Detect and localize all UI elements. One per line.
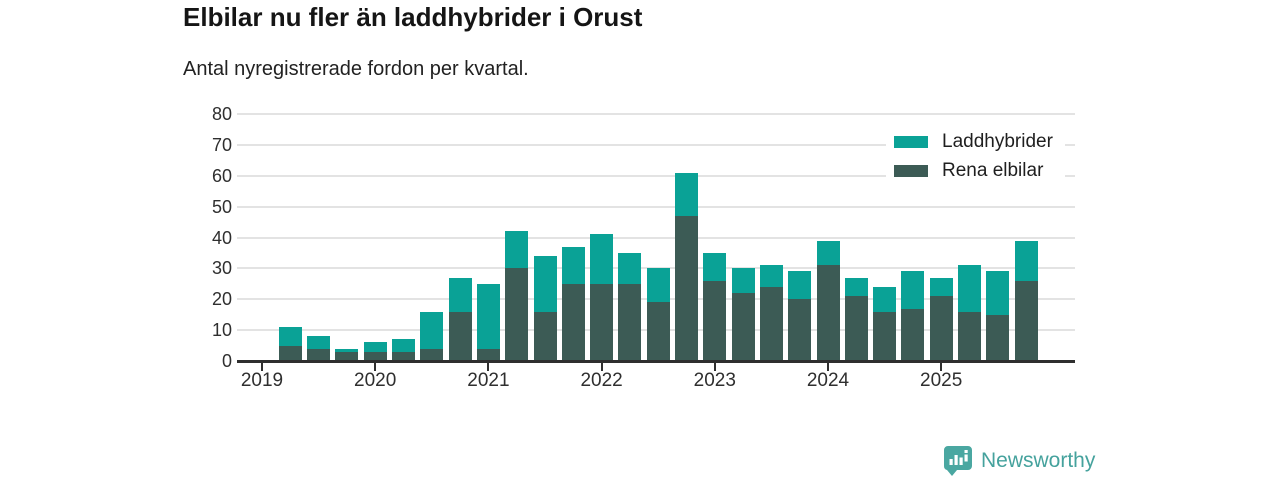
bar-segment-laddhybrider <box>844 277 868 297</box>
bar-segment-rena-elbilar <box>929 296 953 361</box>
bar-segment-laddhybrider <box>788 271 812 300</box>
bar-segment-rena-elbilar <box>420 348 444 361</box>
bar-segment-rena-elbilar <box>873 311 897 361</box>
bar-segment-laddhybrider <box>561 246 585 284</box>
bar-segment-rena-elbilar <box>448 311 472 361</box>
bar-segment-laddhybrider <box>618 252 642 284</box>
gridline <box>237 205 1075 208</box>
x-axis-tick-label: 2024 <box>806 370 850 391</box>
y-axis-tick-label: 80 <box>211 104 232 124</box>
bar-segment-laddhybrider <box>335 348 359 352</box>
bar-segment-laddhybrider <box>448 277 472 312</box>
bar-segment-rena-elbilar <box>646 302 670 361</box>
bar-segment-rena-elbilar <box>816 265 840 361</box>
y-axis-tick-label: 30 <box>211 258 232 279</box>
gridline <box>237 236 1075 239</box>
newsworthy-branding: Newsworthy <box>943 445 1095 477</box>
legend: Laddhybrider Rena elbilar <box>886 124 1065 189</box>
y-axis-tick-label: 60 <box>211 165 232 186</box>
bar-segment-laddhybrider <box>816 240 840 266</box>
gridline <box>237 174 1075 177</box>
x-axis-tick-label: 2025 <box>920 370 963 391</box>
chart-subtitle: Antal nyregistrerade fordon per kvartal. <box>183 58 529 80</box>
bar-segment-laddhybrider <box>363 342 387 352</box>
bar-segment-rena-elbilar <box>731 293 755 361</box>
x-axis-tick-label: 2020 <box>354 370 397 391</box>
bar-segment-laddhybrider <box>675 172 698 216</box>
gridline <box>237 143 1075 146</box>
bar-segment-laddhybrider <box>759 265 783 287</box>
bar-segment-laddhybrider <box>278 327 302 346</box>
bar-segment-laddhybrider <box>307 336 331 349</box>
legend-swatch-rena-elbilar <box>894 165 928 177</box>
bar-segment-rena-elbilar <box>844 296 868 361</box>
gridline <box>237 113 1075 115</box>
bar-segment-laddhybrider <box>731 268 755 294</box>
bar-segment-laddhybrider <box>873 286 897 312</box>
x-axis-tick <box>261 363 263 371</box>
newsworthy-logo-icon <box>943 445 973 477</box>
bar-segment-laddhybrider <box>929 277 953 297</box>
bar-segment-rena-elbilar <box>307 348 331 361</box>
bar-segment-rena-elbilar <box>618 283 642 361</box>
x-axis-tick-label: 2021 <box>467 370 510 391</box>
bar-segment-laddhybrider <box>476 283 500 349</box>
bar-segment-rena-elbilar <box>986 314 1010 361</box>
bar-segment-rena-elbilar <box>759 286 783 361</box>
bar-segment-laddhybrider <box>901 271 925 309</box>
bar-segment-laddhybrider <box>505 231 529 269</box>
x-axis-tick-label: 2019 <box>240 370 284 391</box>
bar-segment-laddhybrider <box>590 234 614 284</box>
y-axis-tick-label: 10 <box>211 320 232 341</box>
bar-segment-laddhybrider <box>533 256 557 312</box>
y-axis-tick-label: 70 <box>211 134 232 155</box>
bar-segment-rena-elbilar <box>278 345 302 361</box>
bar-segment-rena-elbilar <box>675 215 698 361</box>
x-axis-tick <box>600 363 603 371</box>
x-axis-tick-label: 2022 <box>580 370 623 391</box>
bar-segment-rena-elbilar <box>505 268 529 361</box>
bar-segment-laddhybrider <box>986 271 1010 315</box>
bar-segment-laddhybrider <box>392 339 415 352</box>
bar-segment-rena-elbilar <box>958 311 981 361</box>
bar-segment-rena-elbilar <box>363 351 387 361</box>
legend-item-rena-elbilar: Rena elbilar <box>894 160 1053 182</box>
bar-segment-rena-elbilar <box>703 280 727 361</box>
bar-segment-rena-elbilar <box>901 308 925 361</box>
bar-segment-rena-elbilar <box>788 299 812 361</box>
x-axis-tick <box>374 363 377 371</box>
bar-segment-laddhybrider <box>958 265 981 312</box>
y-axis-tick-label: 20 <box>211 289 232 310</box>
bar-segment-laddhybrider <box>646 268 670 303</box>
bar-segment-rena-elbilar <box>476 348 500 361</box>
bar-segment-rena-elbilar <box>561 283 585 361</box>
bar-segment-rena-elbilar <box>335 351 359 361</box>
bar-segment-rena-elbilar <box>590 283 614 361</box>
bar-segment-laddhybrider <box>703 252 727 281</box>
x-axis-tick-label: 2023 <box>693 370 736 391</box>
x-axis-tick <box>713 363 716 371</box>
x-axis-tick <box>827 363 829 371</box>
bar-segment-laddhybrider <box>1014 240 1038 281</box>
chart-title: Elbilar nu fler än laddhybrider i Orust <box>183 2 643 32</box>
newsworthy-wordmark: Newsworthy <box>981 449 1096 472</box>
x-axis-tick <box>940 363 943 371</box>
legend-label: Rena elbilar <box>942 160 1044 181</box>
y-axis-tick-label: 50 <box>211 196 232 217</box>
y-axis-tick-label: 40 <box>211 227 232 248</box>
x-axis-tick <box>487 363 490 371</box>
bar-segment-laddhybrider <box>420 311 444 349</box>
bar-segment-rena-elbilar <box>392 351 415 361</box>
y-axis-tick-label: 0 <box>221 351 232 371</box>
legend-swatch-laddhybrider <box>894 136 928 148</box>
bar-segment-rena-elbilar <box>1014 280 1038 361</box>
legend-item-laddhybrider: Laddhybrider <box>894 131 1053 153</box>
legend-label: Laddhybrider <box>942 131 1053 152</box>
x-axis-line <box>237 360 1075 363</box>
bar-segment-rena-elbilar <box>533 311 557 361</box>
